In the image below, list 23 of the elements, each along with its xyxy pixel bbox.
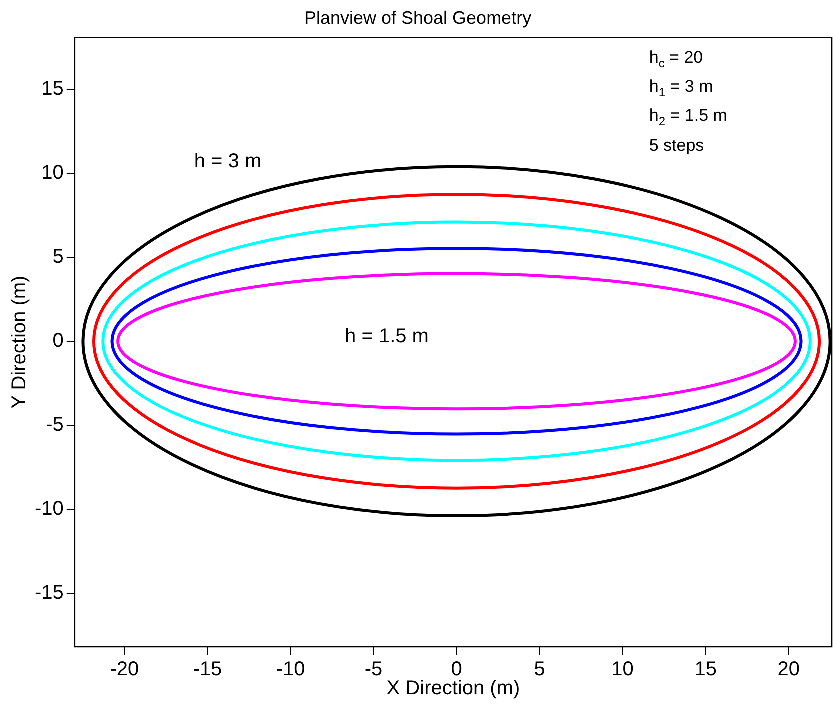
- annotation: h = 3 m: [194, 150, 262, 173]
- annotation: h$_{c}$ = 20: [649, 46, 704, 72]
- y-tick-label: 10: [42, 162, 64, 184]
- chart-title: Planview of Shoal Geometry: [304, 8, 532, 28]
- x-tick-label: 5: [534, 658, 546, 681]
- y-tick-label: 15: [42, 78, 64, 100]
- x-tick-label: -10: [276, 658, 306, 681]
- annotation: 5 steps: [649, 134, 706, 157]
- x-tick-label: 15: [694, 658, 717, 681]
- annotation: h$_{1}$ = 3 m: [649, 76, 714, 102]
- y-axis-title: Y Direction (m): [8, 276, 31, 409]
- y-tick-label: -5: [46, 414, 64, 436]
- x-tick-label: -20: [110, 658, 140, 681]
- y-tick-label: -15: [35, 582, 64, 604]
- y-tick-label: -10: [35, 498, 64, 520]
- x-tick-label: 10: [612, 658, 634, 681]
- y-tick-label: 5: [52, 246, 64, 268]
- x-tick-label: -5: [364, 658, 383, 681]
- annotation: h = 1.5 m: [345, 326, 429, 348]
- x-tick-label: -15: [193, 658, 222, 681]
- annotation: h$_{2}$ = 1.5 m: [649, 105, 728, 131]
- y-tick-label: 0: [52, 330, 64, 352]
- x-tick-label: 20: [778, 658, 800, 681]
